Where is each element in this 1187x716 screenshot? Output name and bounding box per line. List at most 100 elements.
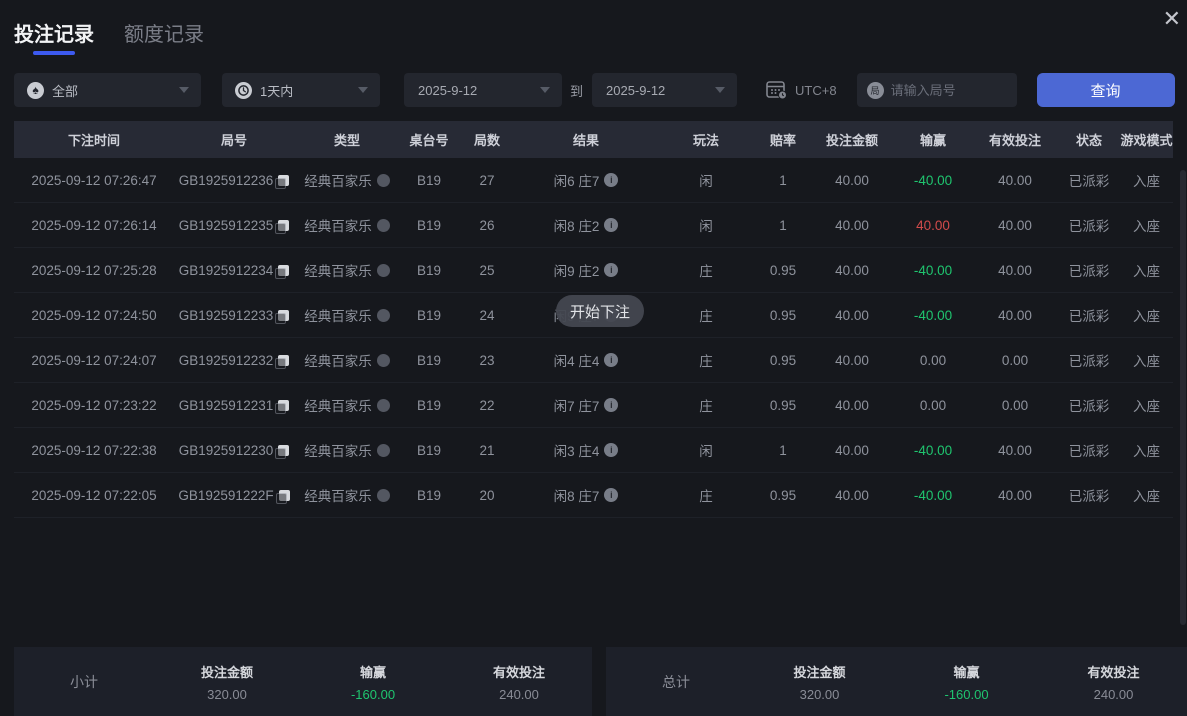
info-icon[interactable]: i bbox=[604, 353, 619, 367]
chevron-down-icon bbox=[715, 87, 726, 93]
play-type: 闲 bbox=[699, 174, 713, 189]
info-icon[interactable]: i bbox=[604, 443, 619, 457]
subtotal-valid: 有效投注 240.00 bbox=[446, 662, 592, 702]
win-loss: -40.00 bbox=[913, 487, 953, 503]
result: 闲6 庄7 i bbox=[516, 170, 656, 190]
table-number: B19 bbox=[416, 307, 442, 323]
to-label: 到 bbox=[570, 83, 584, 99]
odds: 1 bbox=[779, 172, 787, 188]
odds: 0.95 bbox=[769, 352, 797, 368]
column-header: 玩法 bbox=[692, 133, 719, 148]
tab-bar: 投注记录 额度记录 bbox=[0, 0, 1187, 59]
bet-time: 2025-09-12 07:26:47 bbox=[31, 172, 157, 188]
date-range-dropdown[interactable]: 1天内 bbox=[222, 73, 380, 107]
copy-icon[interactable] bbox=[275, 174, 290, 189]
subtotal-valid-value: 240.00 bbox=[499, 686, 539, 702]
bet-time: 2025-09-12 07:22:05 bbox=[31, 487, 157, 503]
game-mode: 入座 bbox=[1133, 264, 1160, 279]
category-dropdown[interactable]: ♠ 全部 bbox=[14, 73, 201, 107]
info-icon[interactable]: i bbox=[604, 263, 619, 277]
type-dot-icon bbox=[376, 173, 390, 187]
chevron-down-icon bbox=[358, 87, 368, 93]
valid-bet: 0.00 bbox=[1001, 352, 1029, 368]
vertical-scrollbar[interactable] bbox=[1180, 170, 1186, 625]
copy-icon[interactable] bbox=[275, 444, 290, 459]
valid-bet: 40.00 bbox=[998, 487, 1032, 503]
tab-quota-records[interactable]: 额度记录 bbox=[124, 24, 204, 46]
game-type: 经典百家乐 bbox=[294, 350, 400, 370]
bet-time: 2025-09-12 07:24:07 bbox=[31, 352, 157, 368]
game-number: GB1925912230 bbox=[174, 443, 294, 459]
type-dot-icon bbox=[376, 488, 390, 502]
bet-amount: 40.00 bbox=[835, 352, 869, 368]
round-number: 25 bbox=[479, 262, 495, 278]
copy-icon[interactable] bbox=[275, 354, 290, 369]
date-to-picker[interactable]: 2025-9-12 bbox=[592, 73, 738, 107]
info-icon[interactable]: i bbox=[604, 218, 619, 232]
info-icon[interactable]: i bbox=[604, 173, 619, 187]
total-bet: 投注金额 320.00 bbox=[746, 662, 893, 702]
copy-icon[interactable] bbox=[275, 309, 290, 324]
result: 闲7 庄7 i bbox=[516, 395, 656, 415]
total-bet-value: 320.00 bbox=[799, 686, 840, 702]
bet-amount: 40.00 bbox=[835, 487, 869, 503]
subtotal-winloss-value: -160.00 bbox=[350, 686, 396, 702]
game-type: 经典百家乐 bbox=[294, 215, 400, 235]
table-row: 2025-09-12 07:23:22 GB1925912231 经典百家乐 B19 2… bbox=[14, 383, 1173, 428]
play-type: 闲 bbox=[699, 219, 713, 234]
game-mode: 入座 bbox=[1133, 444, 1160, 459]
column-header: 游戏模式 bbox=[1120, 133, 1173, 148]
game-mode: 入座 bbox=[1133, 399, 1160, 414]
play-type: 庄 bbox=[699, 489, 713, 504]
odds: 1 bbox=[779, 217, 787, 233]
type-dot-icon bbox=[376, 353, 390, 367]
date-from-value: 2025-9-12 bbox=[418, 82, 478, 98]
total-winloss: 输赢 -160.00 bbox=[893, 662, 1040, 702]
game-type: 经典百家乐 bbox=[294, 305, 400, 325]
bet-amount: 40.00 bbox=[835, 262, 869, 278]
status-badge: 已派彩 bbox=[1068, 264, 1110, 279]
bet-time: 2025-09-12 07:23:22 bbox=[31, 397, 157, 413]
play-type: 庄 bbox=[699, 264, 713, 279]
table-body: 2025-09-12 07:26:47 GB1925912236 经典百家乐 B19 2… bbox=[14, 158, 1173, 518]
copy-icon[interactable] bbox=[275, 399, 290, 414]
win-loss: -40.00 bbox=[913, 307, 953, 323]
status-badge: 已派彩 bbox=[1068, 174, 1110, 189]
win-loss: -40.00 bbox=[913, 442, 953, 458]
table-row: 2025-09-12 07:25:28 GB1925912234 经典百家乐 B19 2… bbox=[14, 248, 1173, 293]
copy-icon[interactable] bbox=[275, 219, 290, 234]
result: 闲3 庄4 i bbox=[516, 440, 656, 460]
status-badge: 已派彩 bbox=[1068, 309, 1110, 324]
round-search-input[interactable] bbox=[890, 82, 1017, 98]
play-type: 闲 bbox=[699, 444, 713, 459]
query-button[interactable]: 查询 bbox=[1036, 73, 1175, 107]
game-mode: 入座 bbox=[1133, 174, 1160, 189]
game-type: 经典百家乐 bbox=[294, 440, 400, 460]
clock-icon bbox=[235, 81, 252, 99]
calendar-clock-icon bbox=[766, 81, 788, 100]
column-header: 类型 bbox=[333, 133, 360, 148]
column-header: 下注时间 bbox=[67, 133, 120, 148]
date-from-picker[interactable]: 2025-9-12 bbox=[404, 73, 562, 107]
copy-icon[interactable] bbox=[275, 264, 290, 279]
game-type: 经典百家乐 bbox=[294, 260, 400, 280]
round-number: 26 bbox=[479, 217, 495, 233]
toast-text: 开始下注 bbox=[570, 303, 631, 321]
info-icon[interactable]: i bbox=[604, 488, 619, 502]
subtotal-winloss: 输赢 -160.00 bbox=[300, 662, 446, 702]
bet-amount: 40.00 bbox=[835, 442, 869, 458]
type-dot-icon bbox=[376, 398, 390, 412]
round-number: 21 bbox=[479, 442, 495, 458]
game-mode: 入座 bbox=[1133, 309, 1160, 324]
total-label: 总计 bbox=[662, 673, 690, 690]
subtotal-winloss-label: 输赢 bbox=[359, 664, 386, 680]
close-icon[interactable]: ✕ bbox=[1162, 6, 1181, 31]
info-icon[interactable]: i bbox=[604, 398, 619, 412]
table-row: 2025-09-12 07:24:50 GB1925912233 经典百家乐 B19 2… bbox=[14, 293, 1173, 338]
odds: 0.95 bbox=[769, 262, 797, 278]
status-badge: 已派彩 bbox=[1068, 219, 1110, 234]
column-header: 局数 bbox=[473, 133, 500, 148]
bet-records-table: 下注时间 局号 类型 桌台号 局数 结果 玩法 赔率 投注金额 输赢 有效投注 状态 游戏模式 2025… bbox=[14, 121, 1173, 518]
copy-icon[interactable] bbox=[275, 489, 290, 504]
tab-bet-records[interactable]: 投注记录 bbox=[14, 18, 94, 59]
